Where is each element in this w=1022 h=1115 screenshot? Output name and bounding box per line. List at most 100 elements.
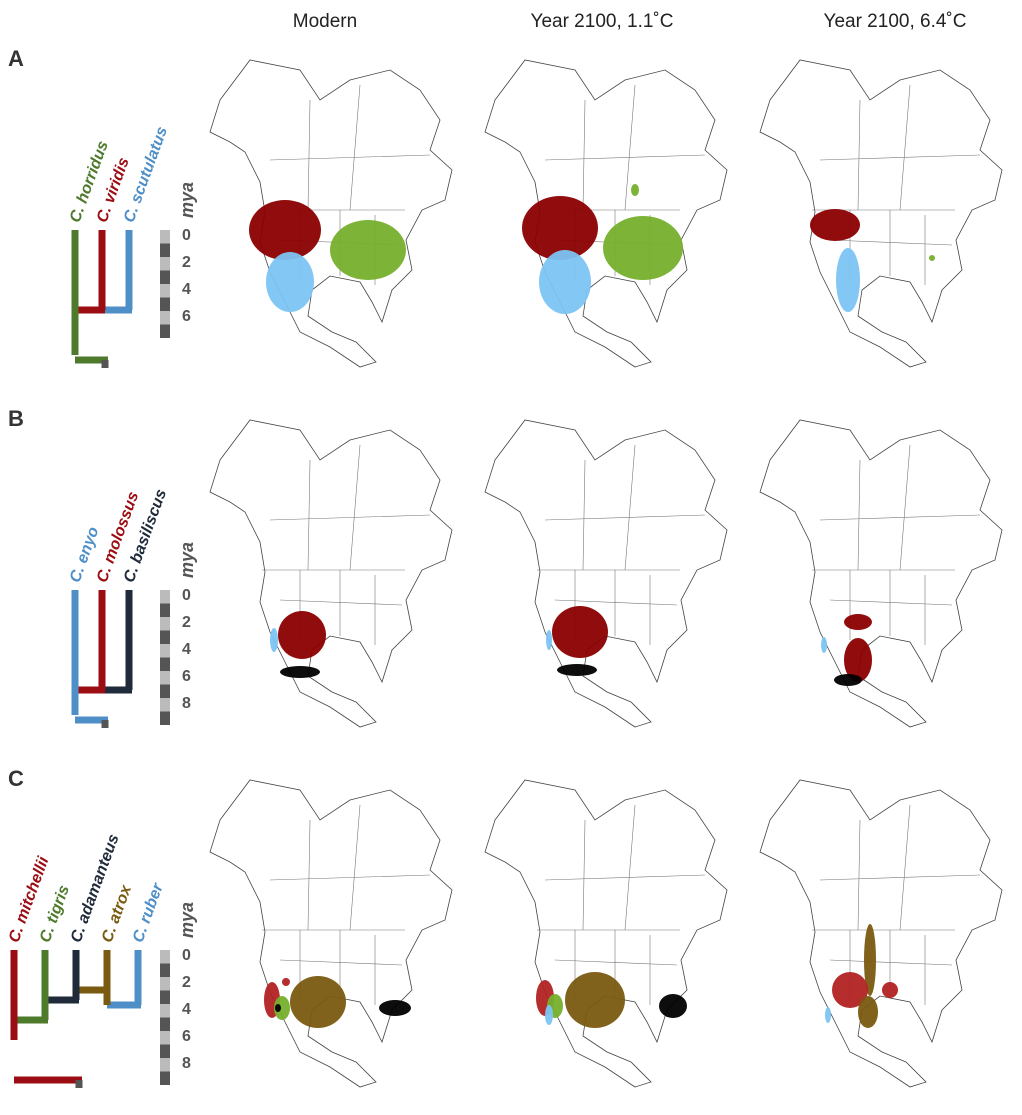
map-outline [209, 59, 453, 368]
species-range [278, 611, 326, 659]
map-outline [209, 779, 453, 1088]
scale-segment [160, 284, 170, 298]
species-range [249, 200, 321, 260]
column-header: Modern [293, 11, 357, 32]
species-range [274, 996, 290, 1020]
range-map [759, 59, 1003, 368]
scale-tick: 2 [182, 614, 191, 631]
range-map [484, 59, 728, 368]
scale-segment [160, 644, 170, 658]
species-range [929, 255, 935, 261]
scale-segment [160, 257, 170, 271]
scale-tick: 2 [182, 974, 191, 991]
range-map [209, 419, 453, 728]
panel-label: B [8, 406, 24, 431]
scale-segment [160, 1058, 170, 1072]
species-range [545, 1005, 553, 1025]
species-name: C. ruber [130, 881, 167, 945]
scale-segment [160, 950, 170, 964]
species-range [844, 614, 872, 630]
range-map [759, 779, 1003, 1088]
scale-segment [160, 684, 170, 698]
species-range [882, 982, 898, 998]
species-range [330, 220, 406, 280]
species-range [280, 666, 320, 678]
scale-segment [160, 1044, 170, 1058]
species-range [546, 630, 552, 650]
species-range [858, 996, 878, 1028]
range-map [209, 59, 453, 368]
species-range [539, 250, 591, 314]
species-range [659, 994, 687, 1018]
scale-segment [160, 1071, 170, 1085]
scale-tick: 2 [182, 254, 191, 271]
scale-segment [160, 671, 170, 685]
species-range [631, 184, 639, 196]
scale-segment [160, 603, 170, 617]
scale-segment [160, 230, 170, 244]
scale-segment [160, 1031, 170, 1045]
map-outline [759, 59, 1003, 368]
scale-tick: 4 [182, 641, 191, 658]
species-range [832, 972, 868, 1008]
scale-tick: 6 [182, 308, 191, 325]
map-outline [484, 419, 728, 728]
species-range [379, 1000, 411, 1016]
scale-tick: 8 [182, 695, 191, 712]
scale-segment [160, 630, 170, 644]
species-range [552, 606, 608, 658]
species-range [275, 1004, 281, 1012]
map-outline [484, 59, 728, 368]
scale-segment [160, 657, 170, 671]
scale-tick: 0 [182, 947, 191, 964]
species-range [565, 972, 625, 1028]
scale-tick: 0 [182, 227, 191, 244]
axis-label: mya [177, 902, 197, 938]
scale-segment [160, 711, 170, 725]
species-range [834, 674, 862, 686]
scale-segment [160, 1017, 170, 1031]
scale-segment [160, 270, 170, 284]
range-map [484, 779, 728, 1088]
map-outline [759, 779, 1003, 1088]
species-range [825, 1007, 831, 1023]
scale-segment [160, 1004, 170, 1018]
species-range [844, 638, 872, 682]
map-outline [759, 419, 1003, 728]
species-range [864, 924, 876, 996]
scale-segment [160, 977, 170, 991]
range-map [484, 419, 728, 728]
scale-segment [160, 324, 170, 338]
column-header: Year 2100, 6.4˚C [824, 11, 967, 32]
species-range [836, 248, 860, 312]
scale-segment [160, 590, 170, 604]
column-header: Year 2100, 1.1˚C [531, 11, 674, 32]
species-name: C. scutulatus [121, 124, 171, 224]
species-range [522, 196, 598, 260]
axis-label: mya [177, 542, 197, 578]
scale-tick: 8 [182, 1055, 191, 1072]
scale-segment [160, 990, 170, 1004]
species-range [557, 664, 597, 676]
scale-segment [160, 698, 170, 712]
scale-segment [160, 243, 170, 257]
species-range [266, 252, 314, 312]
scale-tick: 0 [182, 587, 191, 604]
scale-tick: 4 [182, 1001, 191, 1018]
scale-tick: 6 [182, 1028, 191, 1045]
map-outline [209, 419, 453, 728]
species-range [810, 209, 860, 241]
range-map [759, 419, 1003, 728]
species-range [282, 978, 290, 986]
species-range [290, 976, 346, 1028]
scale-tick: 4 [182, 281, 191, 298]
species-range [603, 216, 683, 280]
scale-segment [160, 617, 170, 631]
scale-tick: 6 [182, 668, 191, 685]
range-map [209, 779, 453, 1088]
panel-label: C [8, 766, 24, 791]
species-name: C. tigris [37, 883, 73, 945]
scale-segment [160, 311, 170, 325]
species-name: C. atrox [99, 882, 136, 945]
